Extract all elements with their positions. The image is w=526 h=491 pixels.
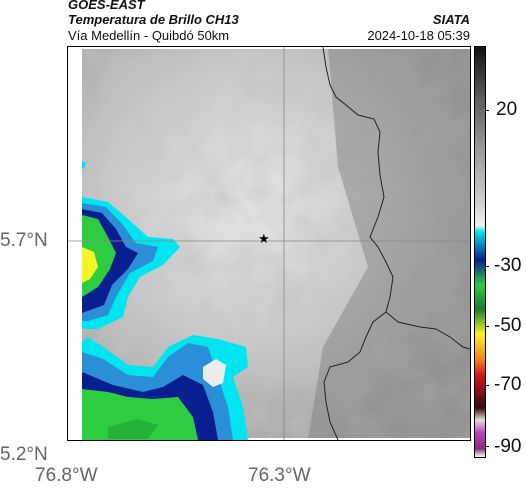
colorbar-tick	[485, 266, 489, 267]
colorbar-tick	[485, 110, 489, 111]
colorbar-tick	[485, 326, 489, 327]
colorbar-tick	[485, 385, 489, 386]
product-title: Temperatura de Brillo CH13	[68, 12, 239, 27]
border-line-secondary	[323, 311, 387, 440]
timestamp-label: 2024-10-18 05:39	[367, 28, 470, 43]
brightness-temperature-field	[68, 47, 470, 440]
satellite-title: GOES-EAST	[68, 0, 145, 12]
colorbar	[474, 46, 486, 458]
colorbar-tick-label: -70	[494, 374, 522, 395]
colorbar-tick	[485, 446, 489, 447]
colorbar-tick-label: -50	[494, 315, 522, 336]
x-tick-label: 76.8°W	[35, 465, 98, 486]
border-line	[322, 47, 470, 350]
colorbar-tick-label: 20	[496, 99, 518, 120]
colorbar-tick-label: -30	[494, 255, 522, 276]
star-icon[interactable]: ★	[258, 231, 270, 246]
x-tick-label: 76.3°W	[248, 465, 311, 486]
region-subtitle: Vía Medellín - Quibdó 50km	[68, 28, 230, 43]
y-tick-label: 5.7°N	[0, 230, 48, 251]
map-panel[interactable]: ★	[67, 46, 471, 441]
colorbar-tick-label: -90	[494, 436, 522, 457]
agency-label: SIATA	[432, 12, 470, 27]
y-tick-label: 5.2°N	[0, 444, 48, 465]
